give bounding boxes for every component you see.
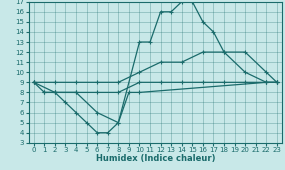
X-axis label: Humidex (Indice chaleur): Humidex (Indice chaleur) xyxy=(95,154,215,163)
